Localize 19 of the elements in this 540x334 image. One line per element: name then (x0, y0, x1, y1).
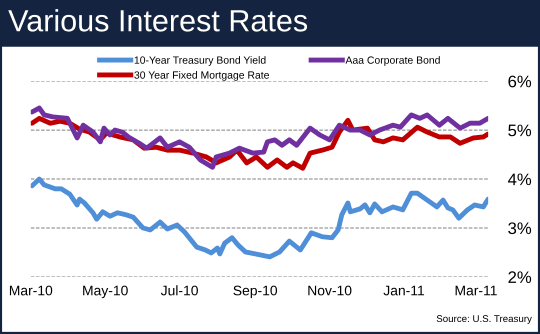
y-tick-label: 6% (508, 76, 532, 88)
legend-label: Aaa Corporate Bond (346, 56, 440, 66)
y-tick-label: 4% (508, 174, 532, 186)
x-tick-label: Nov-10 (308, 286, 352, 296)
chart-title: Various Interest Rates (8, 9, 308, 32)
line-series (30, 176, 488, 260)
legend-label: 30 Year Fixed Mortgage Rate (134, 71, 269, 81)
x-tick-label: Mar-11 (456, 286, 497, 296)
x-tick-label: Jul-10 (160, 285, 198, 296)
x-tick-label: May-10 (83, 286, 128, 298)
y-tick-label: 2% (508, 271, 532, 284)
y-tick-label: 5% (508, 124, 532, 136)
y-tick-label: 3% (508, 222, 532, 234)
x-tick-label: Mar-10 (10, 286, 52, 296)
legend-label: 10-Year Treasury Bond Yield (134, 56, 266, 66)
x-tick-label: Sep-10 (233, 286, 278, 298)
source-note: Source: U.S. Treasury (436, 315, 532, 324)
line-series (30, 106, 488, 170)
x-tick-label: Jan-11 (384, 286, 424, 296)
